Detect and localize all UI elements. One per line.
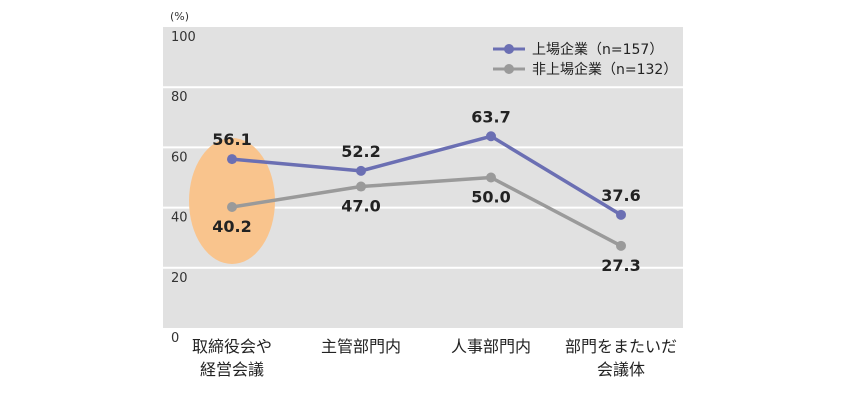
x-category-label: 経営会議 — [200, 360, 264, 379]
data-point — [616, 209, 626, 220]
legend-label: 上場企業（n=157） — [532, 41, 663, 58]
data-label: 52.2 — [341, 142, 380, 161]
y-tick-label: 100 — [171, 30, 196, 45]
y-axis-ticks: 0 20 40 60 80 100 — [171, 30, 196, 346]
data-point — [616, 240, 626, 251]
y-tick-label: 40 — [171, 211, 188, 226]
data-point — [486, 172, 496, 183]
x-category-label: 主管部門内 — [321, 337, 401, 356]
legend-swatch-marker — [504, 44, 514, 54]
y-tick-label: 80 — [171, 90, 188, 105]
highlight-ellipse — [189, 138, 275, 264]
data-label: 27.3 — [601, 256, 640, 275]
data-label: 40.2 — [212, 217, 251, 236]
x-category-label: 会議体 — [597, 360, 645, 379]
legend-label: 非上場企業（n=132） — [532, 61, 677, 78]
data-labels: 56.1 52.2 63.7 37.6 40.2 47.0 50.0 27.3 — [212, 107, 640, 275]
data-label: 50.0 — [471, 188, 510, 207]
x-category-label: 取締役会や — [192, 337, 272, 356]
series-points — [227, 131, 626, 251]
x-category-label: 部門をまたいだ — [565, 337, 677, 356]
y-tick-label: 20 — [171, 271, 188, 286]
data-label: 56.1 — [212, 130, 251, 149]
data-point — [486, 131, 496, 142]
series-line-2 — [231, 175, 622, 248]
data-point — [227, 154, 237, 165]
data-point — [227, 201, 237, 212]
x-category-label: 人事部門内 — [451, 337, 531, 356]
y-unit-label: (%) — [170, 10, 189, 23]
y-tick-label: 0 — [171, 331, 179, 346]
series-lines — [231, 134, 622, 248]
data-point — [356, 181, 366, 192]
data-label: 47.0 — [341, 197, 380, 216]
data-label: 63.7 — [471, 107, 510, 126]
legend: 上場企業（n=157） 非上場企業（n=132） — [493, 41, 677, 78]
series-line-1 — [231, 134, 622, 217]
data-label: 37.6 — [601, 186, 640, 205]
data-point — [356, 165, 366, 176]
legend-swatch-marker — [504, 64, 514, 74]
y-tick-label: 60 — [171, 150, 188, 165]
highlight-ellipse-layer — [189, 138, 275, 264]
